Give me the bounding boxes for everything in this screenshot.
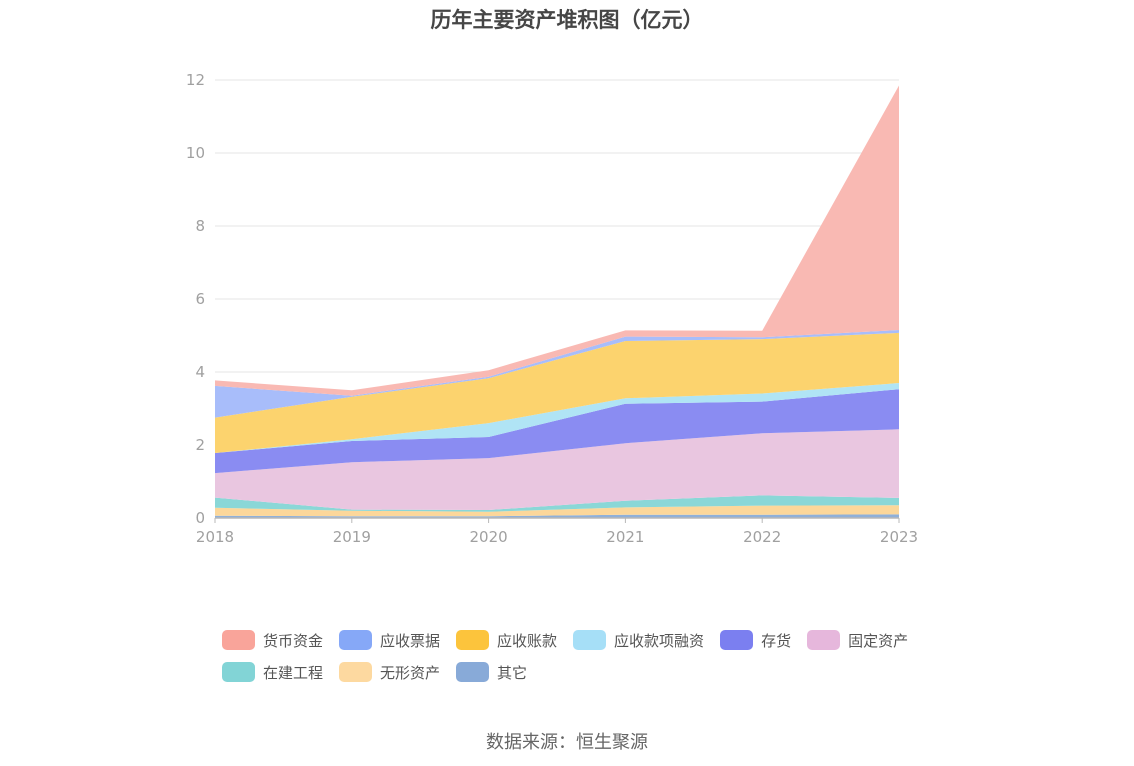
y-tick-label: 10 (186, 144, 205, 162)
legend-swatch (807, 630, 841, 650)
area-6 (215, 383, 899, 453)
x-tick-label: 2018 (196, 528, 234, 546)
legend-label: 应收票据 (380, 631, 441, 650)
x-tick-label: 2019 (333, 528, 371, 546)
area-1 (215, 514, 899, 518)
data-source: 数据来源：恒生聚源 (486, 732, 648, 753)
area-4 (215, 429, 899, 510)
area-5 (215, 389, 899, 474)
legend-swatch (456, 662, 490, 682)
chart-title: 历年主要资产堆积图（亿元） (430, 8, 704, 32)
legend-label: 货币资金 (263, 631, 324, 650)
legend-label: 固定资产 (848, 631, 909, 650)
legend-item[interactable]: 应收款项融资 (573, 630, 704, 650)
x-tick-label: 2023 (880, 528, 918, 546)
legend-swatch (339, 662, 373, 682)
legend-item[interactable]: 在建工程 (222, 662, 323, 682)
legend-swatch (456, 630, 490, 650)
y-tick-label: 6 (195, 290, 205, 308)
legend-swatch (222, 630, 255, 650)
y-tick-label: 2 (195, 436, 205, 454)
legend-label: 在建工程 (263, 663, 324, 682)
legend: 货币资金 应收票据 应收账款 应收款项融资 存货 固定资产在建工程 无形资产 其它 (222, 630, 942, 682)
x-tick-label: 2021 (606, 528, 644, 546)
x-tick-label: 2022 (743, 528, 781, 546)
area-3 (215, 495, 899, 512)
x-tick-label: 2020 (470, 528, 508, 546)
legend-label: 无形资产 (380, 663, 441, 682)
legend-item[interactable]: 应收票据 (339, 630, 440, 650)
legend-item[interactable]: 货币资金 (222, 630, 323, 650)
y-tick-label: 4 (195, 363, 205, 381)
legend-swatch (339, 630, 373, 650)
legend-label: 其它 (497, 663, 528, 682)
legend-label: 应收款项融资 (614, 631, 705, 650)
area-7 (215, 332, 899, 453)
y-tick-label: 8 (195, 217, 205, 235)
legend-item[interactable]: 无形资产 (339, 662, 440, 682)
legend-swatch (573, 630, 607, 650)
legend-item[interactable]: 其它 (456, 662, 527, 682)
legend-item[interactable]: 应收账款 (456, 630, 557, 650)
y-tick-label: 0 (195, 509, 205, 527)
stacked-area-chart: 0 2 4 6 8 10 12 2018 2019 2020 2021 2022 2023 (186, 71, 918, 546)
legend-item[interactable]: 固定资产 (807, 630, 908, 650)
axes: 0 2 4 6 8 10 12 2018 2019 2020 2021 2022 2023 (186, 71, 918, 546)
legend-swatch (222, 662, 255, 682)
area-2 (215, 505, 899, 517)
y-tick-label: 12 (186, 71, 205, 89)
legend-item[interactable]: 存货 (720, 630, 791, 650)
legend-label: 应收账款 (497, 631, 558, 650)
area-series (215, 85, 899, 518)
legend-swatch (720, 630, 754, 650)
legend-label: 存货 (761, 631, 792, 650)
